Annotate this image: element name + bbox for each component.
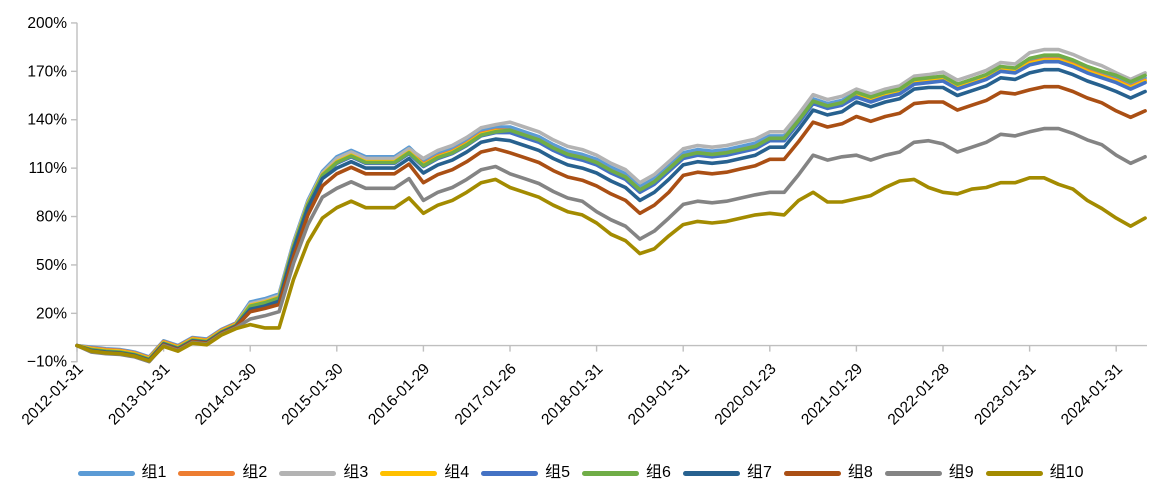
series-line-组4 <box>75 58 1147 361</box>
x-tick-label: 2015-01-30 <box>279 360 347 428</box>
x-tick-label: 2024-01-31 <box>1058 360 1126 428</box>
y-tick-label: 80% <box>36 209 67 226</box>
x-tick-label: 2022-01-28 <box>885 360 953 428</box>
legend-swatch-组1 <box>77 470 135 476</box>
legend-swatch-组10 <box>985 470 1043 476</box>
series-line-组2 <box>75 57 1147 360</box>
legend-swatch-组5 <box>481 470 539 476</box>
legend-swatch-组9 <box>884 470 942 476</box>
y-tick-label: 170% <box>27 63 67 80</box>
legend-item-组8: 组8 <box>783 464 873 481</box>
legend-item-组9: 组9 <box>884 464 974 481</box>
y-tick-label: 140% <box>27 112 67 129</box>
series-line-组8 <box>75 84 1147 363</box>
x-tick-label: 2020-01-23 <box>712 360 780 428</box>
legend-item-组6: 组6 <box>582 465 671 481</box>
legend: 组1 组2 组3 组4 组5 组6 组7 组8 组9 组10 <box>0 458 1161 488</box>
legend-item-组4: 组4 <box>380 465 469 481</box>
series-line-组3 <box>75 47 1147 361</box>
x-tick-label: 2014-01-30 <box>192 360 260 428</box>
series-line-组5 <box>75 59 1147 362</box>
x-tick-label: 2018-01-31 <box>538 360 606 428</box>
x-tick-label: 2019-01-31 <box>625 360 693 428</box>
legend-swatch-组6 <box>582 470 640 476</box>
legend-swatch-组2 <box>178 470 236 476</box>
x-tick-label: 2021-01-29 <box>798 360 866 428</box>
legend-label: 组6 <box>646 464 671 481</box>
legend-item-组5: 组5 <box>481 465 570 481</box>
legend-swatch-组4 <box>380 470 438 476</box>
x-tick-label: 2023-01-31 <box>971 360 1039 428</box>
legend-swatch-组7 <box>682 470 740 476</box>
series-line-组7 <box>75 67 1147 362</box>
legend-label: 组7 <box>746 464 772 481</box>
legend-item-组2: 组2 <box>178 465 267 481</box>
x-tick-label: 2017-01-26 <box>452 360 520 428</box>
legend-label: 组5 <box>545 464 571 481</box>
legend-item-组1: 组1 <box>77 464 167 481</box>
legend-swatch-组3 <box>279 470 337 476</box>
legend-label: 组3 <box>343 464 369 481</box>
legend-label: 组10 <box>1049 464 1084 481</box>
y-tick-label: −10% <box>27 354 67 371</box>
series-line-组1 <box>75 56 1147 359</box>
legend-label: 组2 <box>242 464 268 481</box>
y-tick-label: 50% <box>36 257 67 274</box>
series-line-组10 <box>75 176 1147 363</box>
y-tick-label: 20% <box>36 305 67 322</box>
legend-item-组10: 组10 <box>985 464 1084 481</box>
legend-item-组3: 组3 <box>279 465 368 481</box>
x-tick-label: 2013-01-31 <box>105 360 173 428</box>
y-tick-label: 200% <box>27 15 67 32</box>
y-tick-label: 110% <box>29 160 68 177</box>
legend-item-组7: 组7 <box>682 464 772 481</box>
series-line-组9 <box>75 126 1147 364</box>
series-line-组6 <box>75 53 1147 362</box>
legend-label: 组1 <box>141 464 167 481</box>
legend-label: 组4 <box>444 464 470 481</box>
legend-label: 组8 <box>847 464 873 481</box>
legend-label: 组9 <box>948 464 974 481</box>
x-tick-label: 2016-01-29 <box>365 360 433 428</box>
legend-swatch-组8 <box>783 470 841 476</box>
